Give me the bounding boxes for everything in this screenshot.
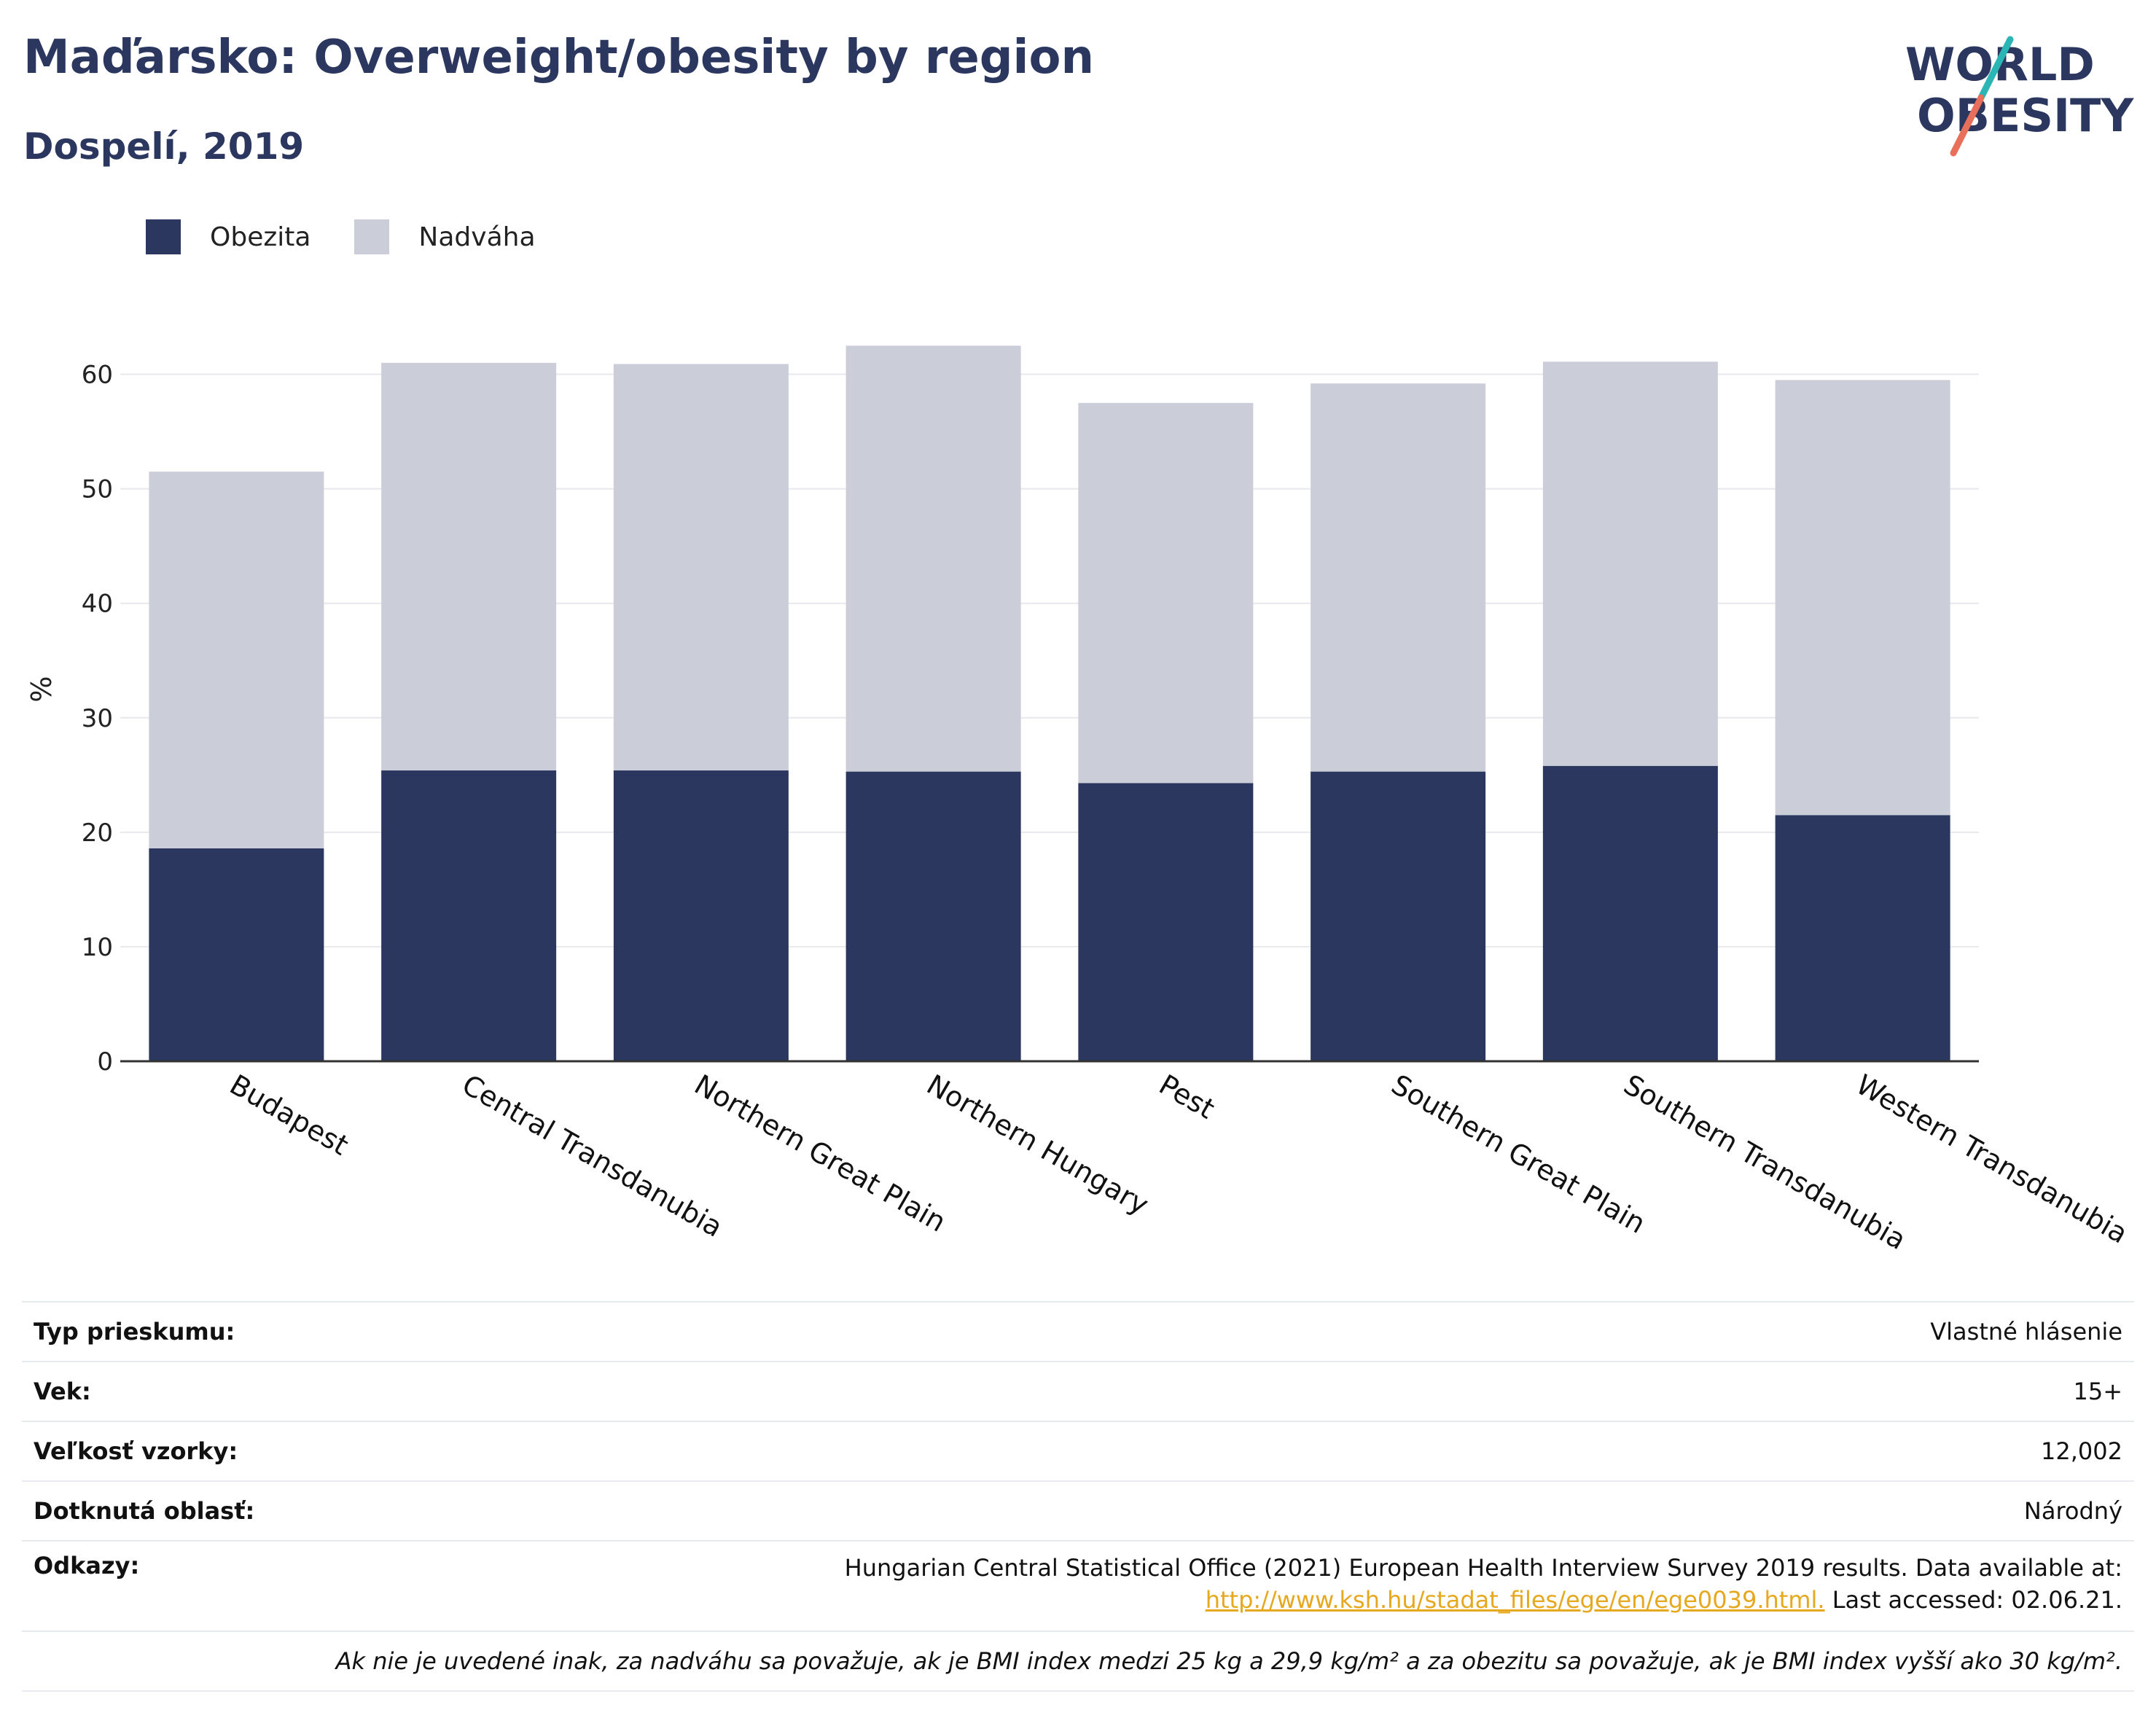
info-row-note: Ak nie je uvedené inak, za nadváhu sa po… <box>22 1630 2134 1692</box>
chart-legend: Obezita Nadváha <box>146 219 579 255</box>
legend-label-overweight: Nadváha <box>418 222 536 252</box>
info-row-area: Dotknutá oblasť: Národný <box>22 1480 2134 1540</box>
info-value: 15+ <box>2073 1378 2122 1405</box>
y-tick-label: 0 <box>97 1047 113 1077</box>
y-axis-label: % <box>26 676 58 702</box>
info-label: Veľkosť vzorky: <box>34 1437 238 1465</box>
bmi-definition-note: Ak nie je uvedené inak, za nadváhu sa po… <box>335 1647 2122 1675</box>
bar-obesity <box>1775 815 1950 1061</box>
bar-obesity <box>613 770 789 1061</box>
references-last-accessed: Last accessed: 02.06.21. <box>1824 1586 2122 1614</box>
info-label: Odkazy: <box>34 1552 140 1579</box>
bar-overweight <box>1078 402 1254 784</box>
bar-obesity <box>1542 765 1718 1061</box>
bar-overweight <box>845 345 1021 772</box>
logo-line2: OBESITY <box>1917 89 2134 142</box>
x-tick-label: Southern Great Plain <box>1386 1069 1651 1240</box>
x-tick-label: Central Transdanubia <box>457 1069 728 1243</box>
bar-overweight <box>381 362 557 771</box>
y-tick-label: 30 <box>82 704 113 733</box>
references-link[interactable]: http://www.ksh.hu/stadat_files/ege/en/eg… <box>1205 1586 1825 1614</box>
bar-obesity <box>845 771 1021 1061</box>
page-title: Maďarsko: Overweight/obesity by region <box>23 31 1094 85</box>
bar-overweight <box>1542 362 1718 766</box>
bar-obesity <box>1311 771 1486 1061</box>
bar-obesity <box>1078 783 1254 1061</box>
info-row-references: Odkazy: Hungarian Central Statistical Of… <box>22 1540 2134 1630</box>
bar-chart: 0 10 20 30 40 50 60 Budapest Central Transdanubi… <box>26 345 2133 1256</box>
survey-info-table: Typ prieskumu: Vlastné hlásenie Vek: 15+… <box>22 1301 2134 1692</box>
legend-swatch-overweight <box>354 219 390 254</box>
logo-slash-coral <box>1950 94 1985 157</box>
y-tick-label: 10 <box>82 933 113 962</box>
x-tick-label: Northern Hungary <box>921 1069 1154 1222</box>
legend-item-obesity[interactable]: Obezita <box>146 219 310 254</box>
bar-obesity <box>381 770 557 1061</box>
x-tick-label: Northern Great Plain <box>689 1069 951 1238</box>
bar-obesity <box>149 848 324 1061</box>
info-value: 12,002 <box>2041 1437 2122 1465</box>
info-label: Dotknutá oblasť: <box>34 1497 255 1525</box>
bar-overweight <box>613 364 789 771</box>
references-text: Hungarian Central Statistical Office (20… <box>845 1552 2122 1616</box>
page-subtitle: Dospelí, 2019 <box>23 125 305 168</box>
references-line1: Hungarian Central Statistical Office (20… <box>844 1554 2122 1582</box>
info-row-survey-type: Typ prieskumu: Vlastné hlásenie <box>22 1301 2134 1361</box>
info-row-age: Vek: 15+ <box>22 1361 2134 1421</box>
legend-label-obesity: Obezita <box>210 222 311 252</box>
x-tick-label: Pest <box>1154 1069 1220 1125</box>
info-label: Vek: <box>34 1378 91 1405</box>
info-value: Vlastné hlásenie <box>1930 1318 2122 1346</box>
bar-overweight <box>1311 383 1486 772</box>
info-label: Typ prieskumu: <box>34 1318 235 1346</box>
legend-item-overweight[interactable]: Nadváha <box>354 219 536 254</box>
y-tick-label: 60 <box>82 361 113 390</box>
logo-slash-teal <box>1977 36 2014 101</box>
info-row-sample-size: Veľkosť vzorky: 12,002 <box>22 1421 2134 1480</box>
bar-overweight <box>149 472 324 848</box>
y-tick-label: 50 <box>82 475 113 504</box>
info-value: Národný <box>2023 1497 2122 1525</box>
legend-swatch-obesity <box>146 219 181 254</box>
world-obesity-logo: WORLD OBESITY <box>1905 36 2134 157</box>
x-tick-label: Budapest <box>224 1069 354 1162</box>
bar-overweight <box>1775 380 1950 816</box>
y-tick-label: 20 <box>82 819 113 848</box>
y-tick-label: 40 <box>82 590 113 619</box>
